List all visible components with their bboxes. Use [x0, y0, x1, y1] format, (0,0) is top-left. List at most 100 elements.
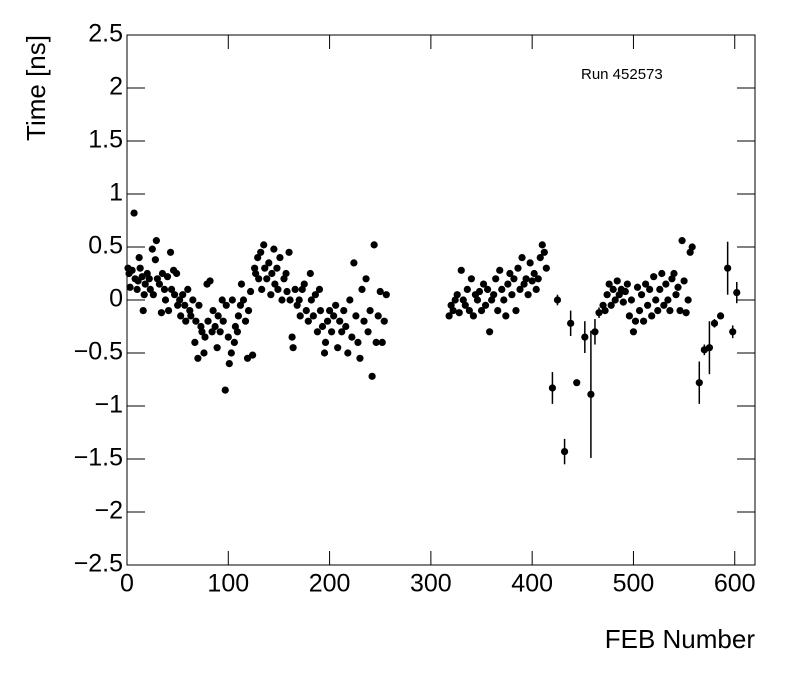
data-point — [710, 319, 719, 327]
data-point — [325, 307, 334, 315]
data-point — [352, 312, 360, 320]
data-point — [189, 296, 197, 304]
data-point — [315, 285, 324, 293]
data-point — [219, 317, 227, 325]
data-point — [660, 301, 668, 309]
data-point — [286, 296, 294, 304]
data-point — [528, 277, 536, 285]
data-point — [221, 386, 229, 394]
data-point — [316, 307, 325, 315]
data-point — [504, 280, 512, 288]
y-tick-label: −1.5 — [74, 444, 123, 472]
y-tick-label: 1.5 — [88, 126, 123, 154]
data-point — [338, 328, 346, 336]
data-point — [191, 338, 199, 346]
data-point — [145, 275, 153, 283]
data-point — [463, 285, 471, 293]
data-point — [457, 266, 465, 274]
data-point — [187, 312, 195, 320]
data-point — [461, 301, 469, 309]
data-point — [652, 296, 660, 304]
data-point — [650, 273, 658, 281]
data-point — [176, 296, 184, 304]
data-point — [206, 277, 214, 285]
data-point — [678, 237, 686, 245]
data-point — [283, 287, 291, 296]
run-annotation: Run 452573 — [581, 66, 663, 83]
data-point — [216, 328, 224, 336]
y-tick-label: −1 — [94, 391, 123, 419]
data-point — [356, 354, 364, 362]
data-point — [479, 280, 488, 288]
data-point — [670, 269, 678, 278]
y-tick-label: 2.5 — [88, 20, 123, 48]
data-point — [370, 241, 378, 249]
x-tick-label: 600 — [714, 570, 756, 598]
data-point — [724, 264, 732, 272]
data-point — [268, 269, 276, 278]
data-point — [684, 296, 692, 304]
data-point — [233, 328, 242, 336]
data-point — [225, 360, 233, 368]
data-point — [635, 307, 644, 315]
data-point — [161, 296, 170, 304]
x-tick-label: 200 — [309, 570, 351, 598]
data-point — [502, 312, 510, 320]
data-point — [445, 312, 453, 320]
data-point — [198, 328, 206, 336]
data-point — [255, 275, 263, 283]
data-point — [623, 280, 631, 288]
y-tick-label: −2.5 — [74, 550, 123, 578]
data-point — [234, 312, 243, 320]
data-point — [181, 301, 189, 309]
y-tick-label: −2 — [94, 497, 123, 525]
data-point — [291, 285, 299, 293]
data-point — [573, 379, 581, 387]
data-point — [680, 277, 688, 285]
data-point — [194, 354, 202, 362]
data-point — [330, 312, 338, 320]
data-point — [542, 264, 550, 272]
data-point — [146, 285, 154, 293]
x-tick-label: 100 — [207, 570, 249, 598]
data-point — [318, 322, 327, 331]
data-point — [516, 285, 524, 293]
data-point — [140, 291, 148, 299]
data-point — [498, 285, 506, 293]
data-point — [260, 241, 268, 249]
data-point — [705, 344, 714, 352]
data-point — [167, 285, 176, 293]
y-tick-label: −0.5 — [74, 338, 123, 366]
data-point — [213, 344, 221, 352]
data-point — [166, 248, 175, 256]
data-point — [282, 269, 290, 278]
data-point — [285, 248, 293, 256]
data-point — [358, 285, 366, 293]
x-tick-label: 0 — [120, 570, 134, 598]
data-point — [257, 248, 265, 256]
data-point — [130, 209, 138, 217]
data-point — [532, 285, 540, 293]
data-point — [276, 254, 284, 262]
data-point — [184, 285, 192, 293]
data-point — [674, 283, 682, 291]
data-point — [155, 280, 164, 288]
data-point — [642, 280, 650, 288]
data-point — [510, 275, 518, 283]
data-point — [263, 275, 271, 283]
data-point — [209, 307, 217, 315]
data-point — [368, 372, 376, 380]
data-point — [332, 301, 340, 309]
data-point — [512, 307, 520, 315]
data-point — [254, 254, 262, 262]
data-point — [475, 287, 484, 296]
data-point — [481, 301, 490, 309]
data-point — [494, 307, 502, 315]
data-point — [249, 351, 257, 359]
data-point — [607, 301, 615, 309]
x-tick-label: 400 — [511, 570, 553, 598]
data-point — [536, 254, 544, 262]
data-point — [514, 264, 522, 272]
data-point — [273, 264, 281, 272]
